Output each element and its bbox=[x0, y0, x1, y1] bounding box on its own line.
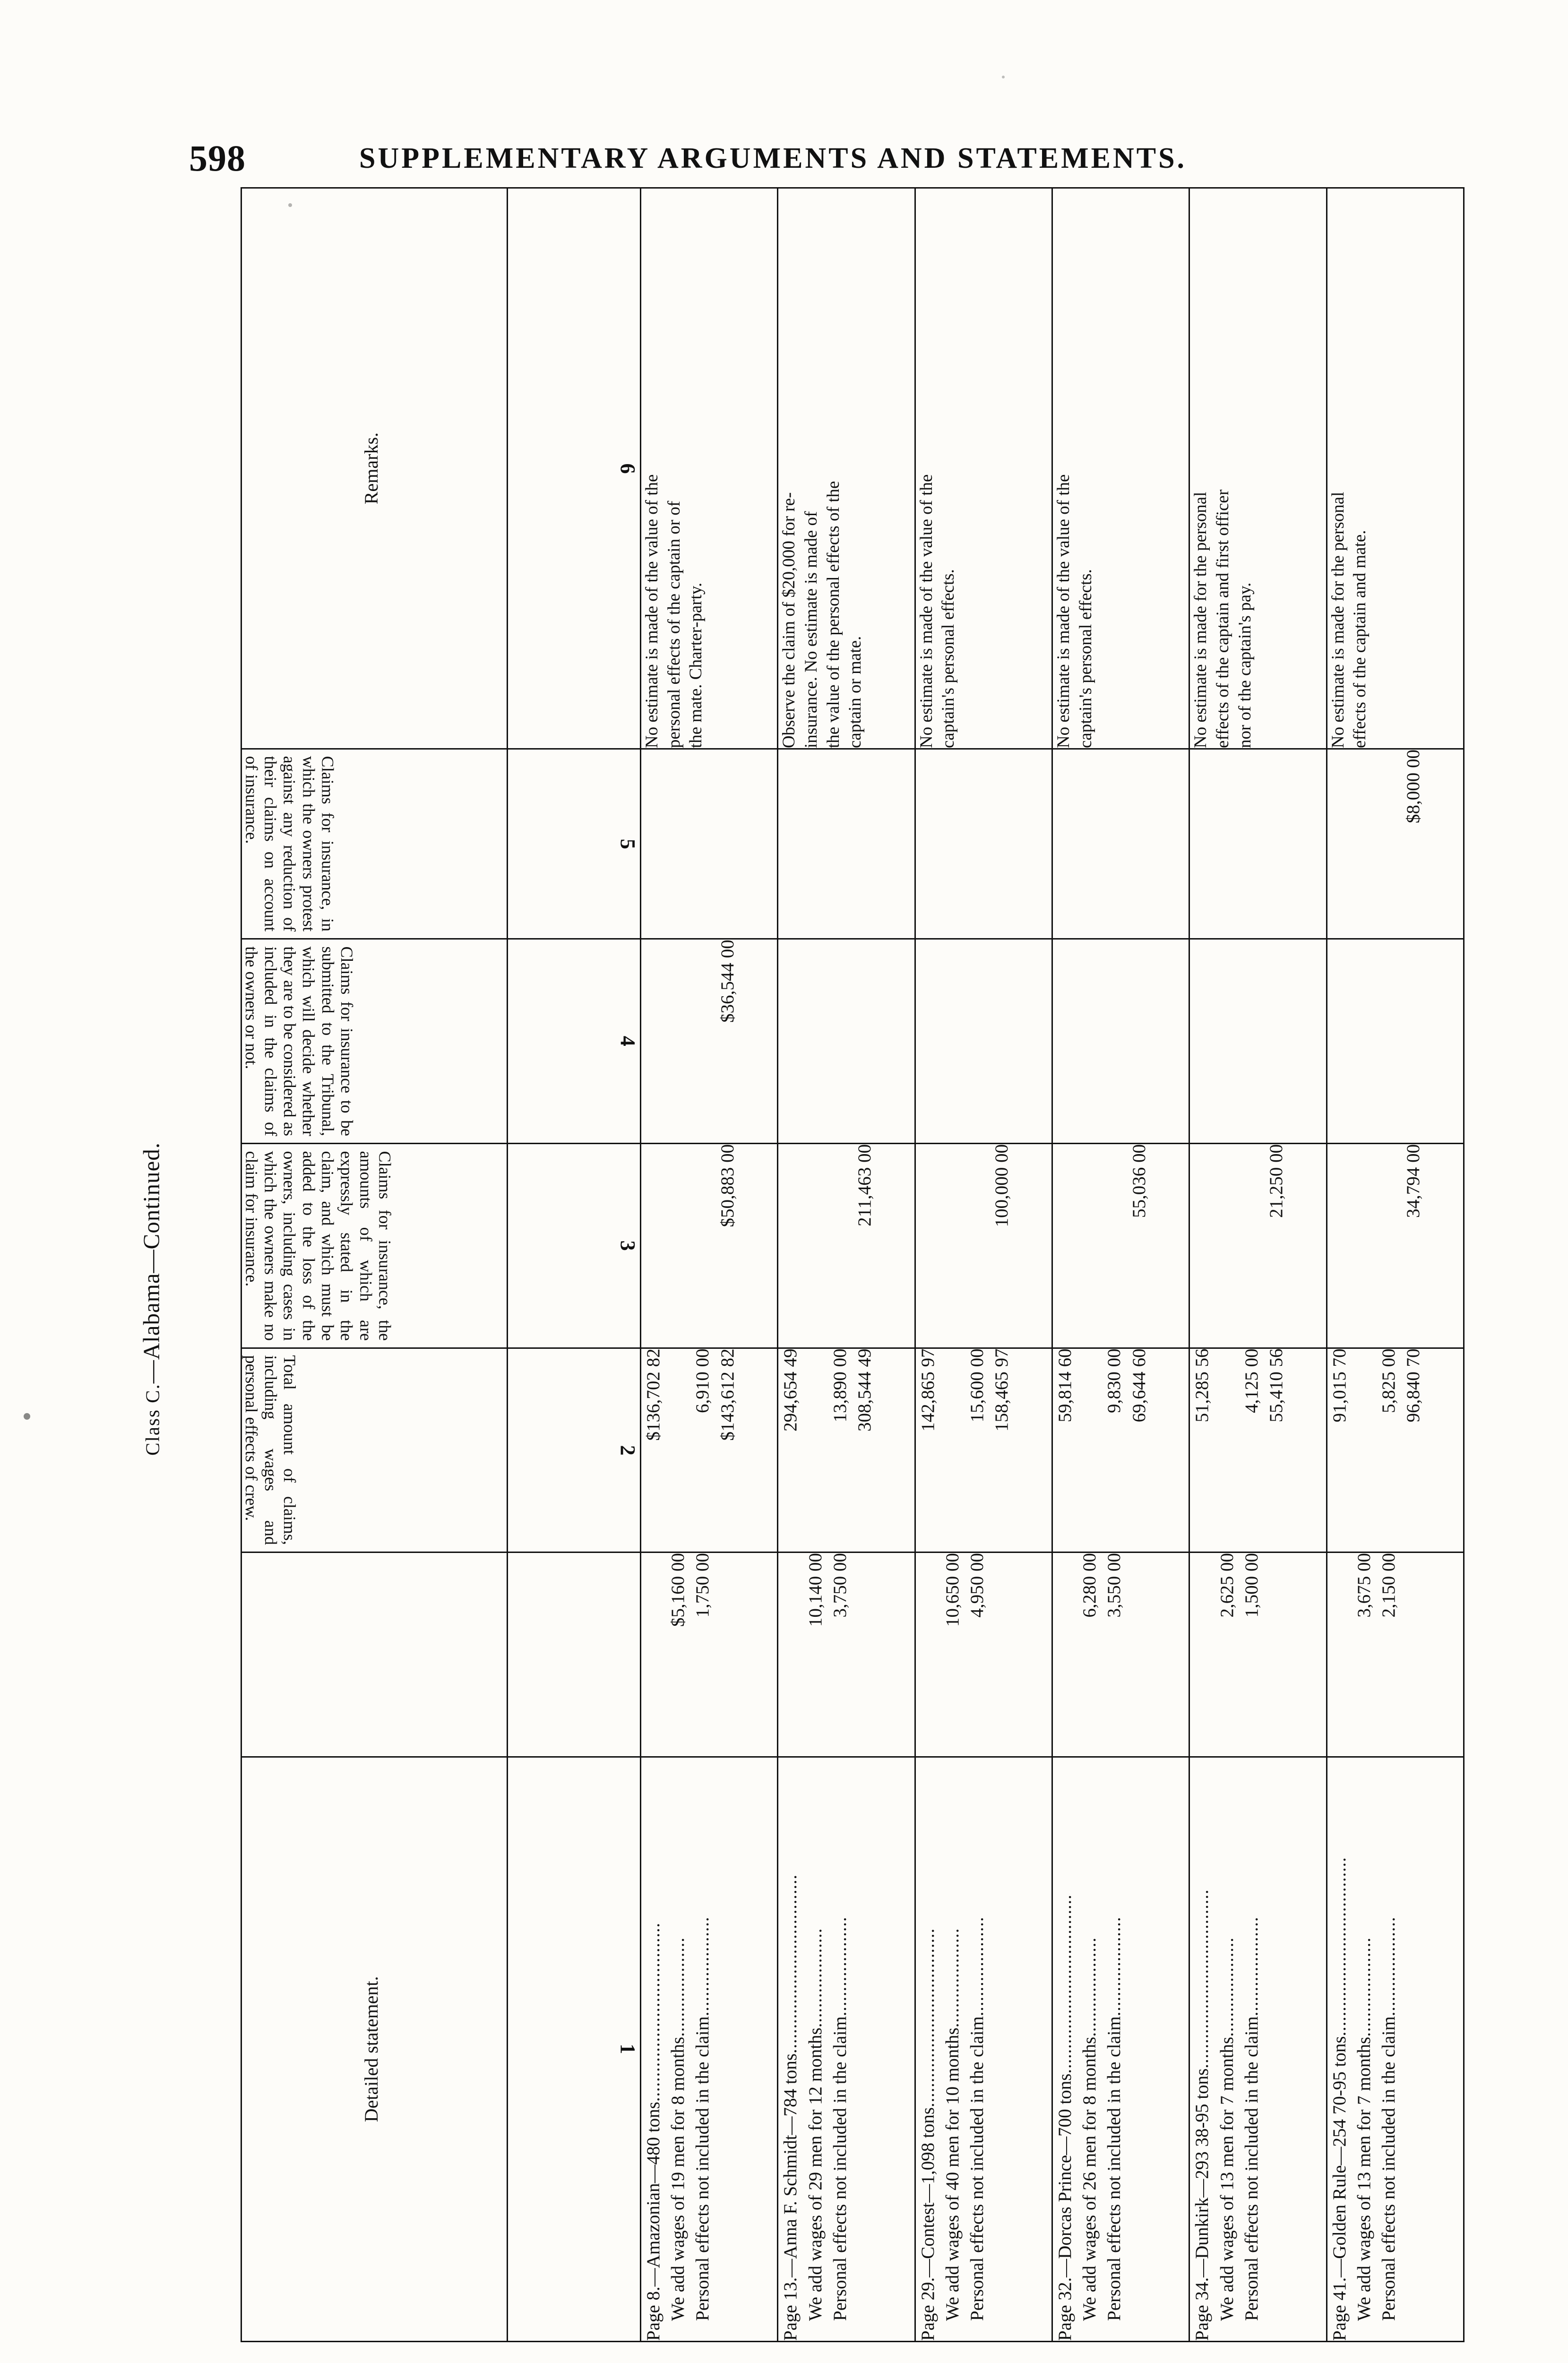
colnum-2: 2 bbox=[507, 1348, 641, 1552]
header-detailed-statement-label: Detailed statement. bbox=[361, 1976, 382, 2122]
cell-claims-protest: ... bbox=[915, 749, 1052, 939]
header-claims-tribunal-label: Claims for insurance to be submitted to … bbox=[242, 946, 356, 1136]
cell-sub-amounts: .10,650 004,950 00 bbox=[915, 1552, 1052, 1757]
cell-claims-tribunal: ... bbox=[1327, 939, 1464, 1144]
caption-class-label: Class C. bbox=[141, 1383, 164, 1456]
cell-claims-stated: ...211,463 00 bbox=[777, 1143, 915, 1348]
cell-claims-stated: ...$50,883 00 bbox=[640, 1143, 778, 1348]
cell-detailed-statement: Page 32.—Dorcas Prince—700 tons.........… bbox=[1052, 1757, 1189, 2342]
header-claims-stated: Claims for insurance, the amounts of whi… bbox=[241, 1143, 508, 1348]
colnum-1: 1 bbox=[507, 1757, 641, 2342]
header-remarks-label: Remarks. bbox=[361, 432, 382, 505]
running-head-title: SUPPLEMENTARY ARGUMENTS AND STATEMENTS. bbox=[359, 142, 1187, 174]
scan-speck bbox=[1002, 76, 1005, 78]
table-row: Page 13.—Anna F. Schmidt—784 tons.......… bbox=[777, 188, 915, 2342]
header-claims-protest: Claims for insurance, in which the owner… bbox=[241, 749, 508, 939]
cell-remarks: No estimate is made of the value of the c… bbox=[915, 188, 1052, 749]
cell-sub-amounts: .6,280 003,550 00 bbox=[1052, 1552, 1189, 1757]
cell-claims-protest: ...$8,000 00 bbox=[1327, 749, 1464, 939]
cell-claims-protest: ... bbox=[1189, 749, 1327, 939]
running-head: 598 SUPPLEMENTARY ARGUMENTS AND STATEMEN… bbox=[0, 137, 1568, 180]
cell-remarks: No estimate is made for the personal effe… bbox=[1327, 188, 1464, 749]
table-header-row: Detailed statement. Total amount of clai… bbox=[241, 188, 508, 2342]
table-row: Page 32.—Dorcas Prince—700 tons.........… bbox=[1052, 188, 1189, 2342]
scan-speck bbox=[288, 203, 292, 207]
cell-claims-stated: ...34,794 00 bbox=[1327, 1143, 1464, 1348]
cell-claims-protest: ... bbox=[777, 749, 915, 939]
cell-claims-tribunal: ... bbox=[1052, 939, 1189, 1144]
cell-detailed-statement: Page 8.—Amazonian—480 tons..............… bbox=[640, 1757, 778, 2342]
cell-sub-amounts: .3,675 002,150 00 bbox=[1327, 1552, 1464, 1757]
scan-speck bbox=[24, 1413, 30, 1420]
header-detailed-statement: Detailed statement. bbox=[241, 1757, 508, 2342]
cell-claims-protest: ... bbox=[1052, 749, 1189, 939]
header-claims-tribunal: Claims for insurance to be submitted to … bbox=[241, 939, 508, 1144]
cell-sub-amounts: .$5,160 001,750 00 bbox=[640, 1552, 778, 1757]
cell-sub-amounts: .10,140 003,750 00 bbox=[777, 1552, 915, 1757]
table-body: Page 8.—Amazonian—480 tons..............… bbox=[640, 188, 1464, 2342]
page-folio-number: 598 bbox=[189, 138, 246, 179]
cell-claims-stated: ...100,000 00 bbox=[915, 1143, 1052, 1348]
cell-claims-tribunal: ... bbox=[1189, 939, 1327, 1144]
colnum-4: 4 bbox=[507, 939, 641, 1144]
column-number-row: 1 2 3 4 5 6 bbox=[507, 188, 641, 2342]
colnum-5: 5 bbox=[507, 749, 641, 939]
cell-detailed-statement: Page 13.—Anna F. Schmidt—784 tons.......… bbox=[777, 1757, 915, 2342]
cell-sub-amounts: .2,625 001,500 00 bbox=[1189, 1552, 1327, 1757]
cell-claims-stated: ...55,036 00 bbox=[1052, 1143, 1189, 1348]
header-claims-stated-label: Claims for insurance, the amounts of whi… bbox=[242, 1150, 395, 1341]
header-subamounts bbox=[241, 1552, 508, 1757]
header-claims-protest-label: Claims for insurance, in which the owner… bbox=[242, 756, 337, 932]
cell-claims-protest: ... bbox=[640, 749, 778, 939]
header-total-amount: Total amount of claims, including wages … bbox=[241, 1348, 508, 1552]
colnum-6: 6 bbox=[507, 188, 641, 749]
cell-detailed-statement: Page 34.—Dunkirk—293 38-95 tons.........… bbox=[1189, 1757, 1327, 2342]
claims-table: Detailed statement. Total amount of clai… bbox=[241, 187, 1465, 2342]
table-row: Page 41.—Golden Rule—254 70-95 tons.....… bbox=[1327, 188, 1464, 2342]
table-row: Page 8.—Amazonian—480 tons..............… bbox=[640, 188, 778, 2342]
table-caption: Class C.—Alabama—Continued. bbox=[138, 1087, 165, 1512]
cell-remarks: No estimate is made of the value of the p… bbox=[640, 188, 778, 749]
cell-remarks: Observe the claim of $20,000 for re-insu… bbox=[777, 188, 915, 749]
cell-claims-tribunal: ...$36,544 00 bbox=[640, 939, 778, 1144]
table-row: Page 29.—Contest—1,098 tons.............… bbox=[915, 188, 1052, 2342]
colnum-3: 3 bbox=[507, 1143, 641, 1348]
cell-claims-tribunal: ... bbox=[915, 939, 1052, 1144]
table-row: Page 34.—Dunkirk—293 38-95 tons.........… bbox=[1189, 188, 1327, 2342]
cell-detailed-statement: Page 41.—Golden Rule—254 70-95 tons.....… bbox=[1327, 1757, 1464, 2342]
header-total-amount-label: Total amount of claims, including wages … bbox=[242, 1355, 299, 1545]
colnum-1b bbox=[507, 1552, 641, 1757]
header-remarks: Remarks. bbox=[241, 188, 508, 749]
caption-continued-label: —Alabama—Continued. bbox=[138, 1142, 164, 1384]
table-plate: Detailed statement. Total amount of clai… bbox=[241, 187, 1465, 2342]
cell-remarks: No estimate is made of the value of the c… bbox=[1052, 188, 1189, 749]
cell-remarks: No estimate is made for the personal effe… bbox=[1189, 188, 1327, 749]
cell-claims-tribunal: ... bbox=[777, 939, 915, 1144]
cell-total-amount: $136,702 82.6,910 00$143,612 82 bbox=[640, 1348, 778, 1552]
cell-claims-stated: ...21,250 00 bbox=[1189, 1143, 1327, 1348]
cell-detailed-statement: Page 29.—Contest—1,098 tons.............… bbox=[915, 1757, 1052, 2342]
